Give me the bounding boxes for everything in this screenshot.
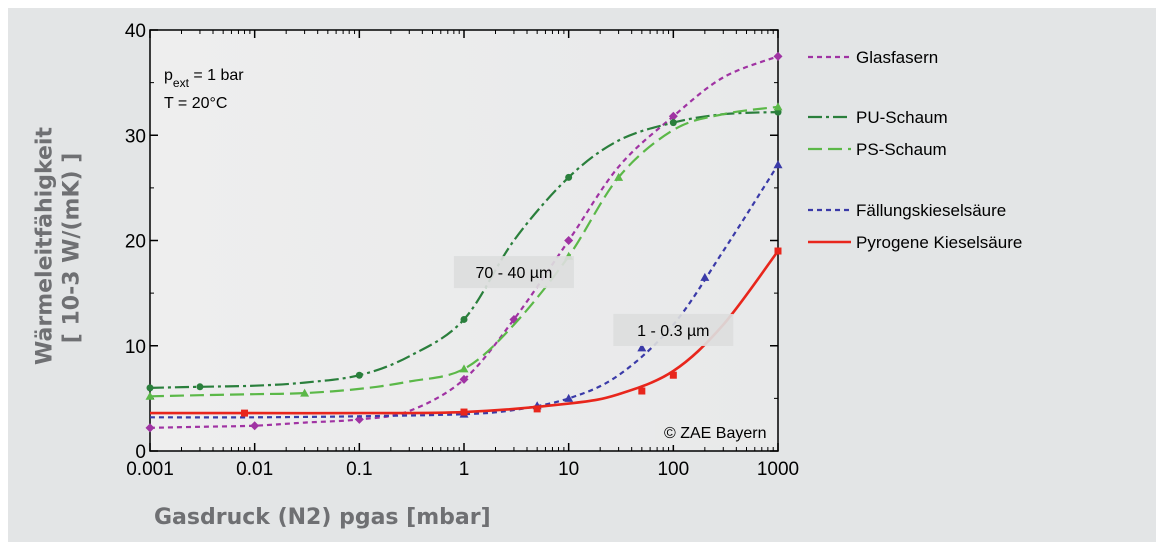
data-point-fallungskieselsaure [773,160,783,169]
plot-area [149,29,779,452]
y-tick-label: 40 [125,21,146,42]
group-label-text: 1 - 0.3 µm [637,323,709,340]
pressure-condition: pext = 1 bar [164,67,244,90]
legend-label-pyrogene-kieselsaure: Pyrogene Kieselsäure [856,233,1022,252]
x-tick-label: 0.1 [346,459,372,480]
conditions-annotation: pext = 1 bar T = 20°C [164,67,244,112]
group-label-box [453,256,574,289]
legend: Glasfasern PU-Schaum PS-Schaum Fällungskies… [808,48,1022,252]
data-point-pu-schaum [774,108,782,116]
data-point-glasfasern [459,374,469,384]
data-point-pu-schaum [669,119,677,127]
y-tick-label: 30 [125,126,146,147]
data-point-pyrogene-kieselsaure [241,409,249,417]
series-line-ps-schaum [149,105,779,398]
data-point-glasfasern [145,423,155,433]
legend-label-glasfasern: Glasfasern [856,48,938,67]
series-glasfasern [145,51,783,433]
x-axis-label: Gasdruck (N2) pgas [mbar] [154,505,491,530]
data-point-ps-schaum [459,364,469,373]
x-tick-label: 100 [657,459,689,480]
series-pu-schaum [146,108,782,392]
data-point-ps-schaum [145,391,155,400]
data-point-pyrogene-kieselsaure [533,405,541,413]
legend-label-fallungskieselsaure: Fällungskieselsäure [856,201,1006,220]
x-tick-label: 0.001 [126,459,174,480]
legend-item-ps-schaum: PS-Schaum [808,140,947,159]
data-point-ps-schaum [773,102,783,111]
data-point-pu-schaum [146,384,154,392]
copyright-box [655,420,773,445]
data-point-pyrogene-kieselsaure [638,387,646,395]
data-point-fallungskieselsaure [700,272,710,281]
group-label-text: 70 - 40 µm [476,265,553,282]
y-tick-label: 10 [125,337,146,358]
data-point-pyrogene-kieselsaure [774,247,782,255]
temperature-condition: T = 20°C [164,95,227,112]
group-label: 70 - 40 µm [453,256,574,289]
data-point-pu-schaum [355,371,363,379]
data-point-ps-schaum [300,388,310,397]
data-point-glasfasern [250,421,260,431]
series-ps-schaum [145,102,783,400]
legend-item-pyrogene-kieselsaure: Pyrogene Kieselsäure [808,233,1022,252]
data-point-pyrogene-kieselsaure [669,371,677,379]
legend-item-glasfasern: Glasfasern [808,48,938,67]
data-point-pu-schaum [460,315,468,323]
x-tick-label: 10 [558,459,579,480]
x-tick-label: 1 [459,459,470,480]
data-point-ps-schaum [614,172,624,181]
legend-item-fallungskieselsaure: Fällungskieselsäure [808,201,1006,220]
data-point-glasfasern [564,236,574,245]
data-point-glasfasern [668,111,678,121]
x-tick-label: 0.01 [236,459,273,480]
group-labels: 70 - 40 µm 1 - 0.3 µm [453,256,734,346]
x-tick-label: 1000 [757,459,799,480]
data-point-glasfasern [773,51,783,61]
axis-ticks [149,29,779,452]
data-point-pyrogene-kieselsaure [460,408,468,416]
copyright-text: © ZAE Bayern [664,425,767,442]
group-label: 1 - 0.3 µm [613,313,734,346]
data-point-pu-schaum [196,383,204,391]
data-point-fallungskieselsaure [564,393,574,402]
y-tick-label: 20 [125,232,146,253]
data-point-fallungskieselsaure [637,343,647,352]
group-label-box [613,313,734,346]
y-tick-label: 0 [135,442,146,463]
tick-labels: 0.001 0.01 0.1 1 10 100 1000 0 10 20 30 40 [125,21,799,480]
legend-label-pu-schaum: PU-Schaum [856,108,948,127]
legend-item-pu-schaum: PU-Schaum [808,108,948,127]
legend-label-ps-schaum: PS-Schaum [856,140,947,159]
data-point-pu-schaum [565,173,573,181]
